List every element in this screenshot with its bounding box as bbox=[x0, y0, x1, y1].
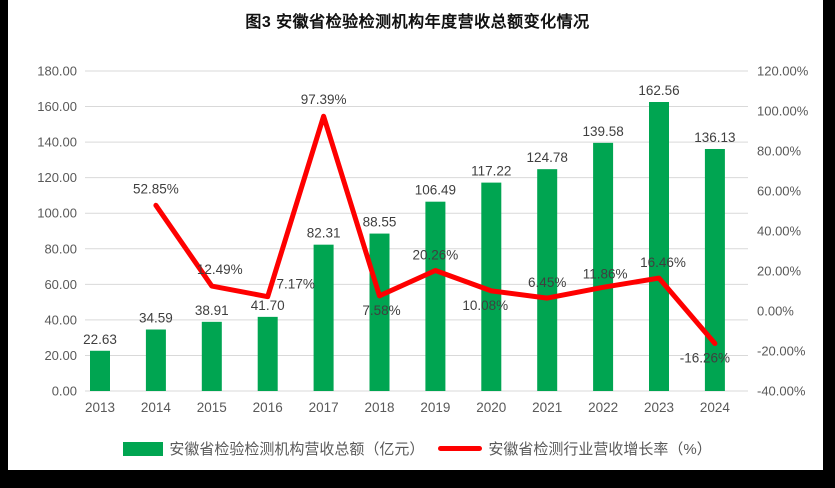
growth-value-label: 6.45% bbox=[528, 275, 566, 290]
growth-value-label: 12.49% bbox=[197, 262, 243, 277]
bar-value-label: 22.63 bbox=[83, 332, 117, 347]
growth-value-label: 7.58% bbox=[362, 303, 400, 318]
x-axis-year-label: 2017 bbox=[309, 400, 339, 415]
bar-value-label: 34.59 bbox=[139, 311, 173, 326]
x-axis-year-label: 2013 bbox=[85, 400, 115, 415]
right-axis-tick: -40.00% bbox=[757, 384, 806, 399]
bar-2023 bbox=[649, 102, 669, 391]
growth-value-label: 16.46% bbox=[640, 255, 686, 270]
bar-2021 bbox=[537, 169, 558, 391]
legend-item-growth: 安徽省检测行业营收增长率（%） bbox=[438, 438, 712, 459]
legend-growth-label: 安徽省检测行业营收增长率（%） bbox=[488, 441, 712, 458]
growth-value-label: 7.17% bbox=[277, 277, 315, 292]
growth-value-label: 10.08% bbox=[462, 298, 508, 313]
x-axis-year-label: 2018 bbox=[364, 400, 394, 415]
chart-title: 图3 安徽省检验检测机构年度营收总额变化情况 bbox=[245, 14, 590, 31]
bar-2017 bbox=[313, 244, 334, 391]
right-axis-tick: 80.00% bbox=[757, 144, 802, 159]
x-axis-year-label: 2024 bbox=[700, 400, 731, 415]
bar-2020 bbox=[481, 182, 502, 391]
bar-2014 bbox=[145, 329, 166, 391]
legend-revenue-label: 安徽省检验检测机构营收总额（亿元） bbox=[169, 441, 425, 458]
x-axis-year-label: 2021 bbox=[532, 400, 562, 415]
bar-2019 bbox=[425, 201, 446, 391]
legend-line-swatch-icon bbox=[438, 446, 483, 451]
growth-value-label: 97.39% bbox=[301, 92, 347, 107]
right-axis-tick: -20.00% bbox=[757, 344, 806, 359]
bar-value-label: 88.55 bbox=[363, 215, 397, 230]
growth-value-label: -16.26% bbox=[680, 351, 730, 366]
left-axis-tick: 40.00 bbox=[44, 312, 77, 327]
right-axis-tick: 120.00% bbox=[757, 64, 809, 79]
x-axis-year-label: 2016 bbox=[253, 400, 283, 415]
left-axis-tick: 140.00 bbox=[37, 135, 77, 150]
legend-bar-swatch-icon bbox=[123, 441, 164, 456]
bar-value-label: 41.70 bbox=[251, 298, 285, 313]
right-axis-tick: 100.00% bbox=[757, 104, 809, 119]
left-axis-tick: 160.00 bbox=[37, 99, 77, 114]
left-axis-tick: 180.00 bbox=[37, 64, 77, 79]
left-axis-tick: 60.00 bbox=[44, 277, 77, 292]
bar-value-label: 117.22 bbox=[471, 164, 511, 179]
bar-value-label: 139.58 bbox=[582, 124, 623, 139]
bar-value-label: 82.31 bbox=[307, 226, 341, 241]
right-axis-tick: 0.00% bbox=[757, 304, 794, 319]
x-axis-year-label: 2022 bbox=[588, 400, 618, 415]
right-axis-tick: 40.00% bbox=[757, 224, 802, 239]
right-axis-tick: 60.00% bbox=[757, 184, 802, 199]
bar-2015 bbox=[201, 321, 222, 391]
bar-value-label: 136.13 bbox=[694, 130, 735, 145]
legend-item-revenue: 安徽省检验检测机构营收总额（亿元） bbox=[123, 438, 424, 459]
bar-value-label: 38.91 bbox=[195, 303, 229, 318]
bar-value-label: 106.49 bbox=[415, 183, 456, 198]
x-axis-year-label: 2015 bbox=[197, 400, 227, 415]
left-axis-tick: 0.00 bbox=[52, 384, 77, 399]
chart-legend: 安徽省检验检测机构营收总额（亿元） 安徽省检测行业营收增长率（%） bbox=[0, 438, 835, 459]
left-axis-tick: 120.00 bbox=[37, 170, 77, 185]
growth-line bbox=[153, 113, 718, 347]
growth-value-label: 11.86% bbox=[583, 266, 628, 281]
bar-2016 bbox=[257, 316, 278, 391]
growth-value-label: 20.26% bbox=[413, 247, 459, 262]
x-axis-year-label: 2020 bbox=[476, 400, 506, 415]
left-axis-tick: 20.00 bbox=[44, 348, 77, 363]
left-axis-tick: 80.00 bbox=[44, 241, 77, 256]
right-axis-tick: 20.00% bbox=[757, 264, 802, 279]
left-axis-tick: 100.00 bbox=[37, 206, 77, 221]
bar-2013 bbox=[90, 350, 110, 391]
chart-canvas bbox=[8, 0, 823, 470]
bar-2024 bbox=[704, 148, 725, 391]
x-axis-year-label: 2014 bbox=[141, 400, 172, 415]
bar-value-label: 162.56 bbox=[638, 83, 679, 98]
bar-2022 bbox=[593, 142, 614, 391]
x-axis-year-label: 2019 bbox=[420, 400, 450, 415]
bar-value-label: 124.78 bbox=[527, 150, 568, 165]
x-axis-year-label: 2023 bbox=[644, 400, 674, 415]
growth-value-label: 52.85% bbox=[133, 181, 179, 196]
